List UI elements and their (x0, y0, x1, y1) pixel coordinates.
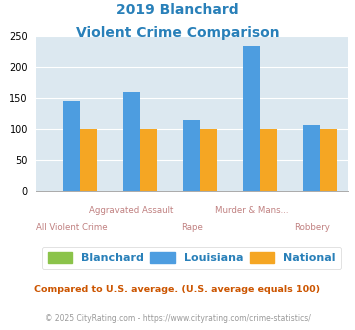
Bar (260, 129, 277, 191)
Bar (320, 129, 337, 191)
Bar (63, 101, 80, 191)
Bar (244, 46, 260, 191)
Text: Murder & Mans...: Murder & Mans... (215, 206, 289, 215)
Bar (183, 120, 200, 191)
Bar (123, 92, 140, 191)
Bar (304, 125, 320, 191)
Text: 2019 Blanchard: 2019 Blanchard (116, 3, 239, 17)
Text: All Violent Crime: All Violent Crime (36, 223, 107, 232)
Bar (80, 129, 97, 191)
Bar (140, 129, 157, 191)
Text: Aggravated Assault: Aggravated Assault (89, 206, 174, 215)
Text: Robbery: Robbery (294, 223, 330, 232)
Text: Compared to U.S. average. (U.S. average equals 100): Compared to U.S. average. (U.S. average … (34, 285, 321, 294)
Legend: Blanchard, Louisiana, National: Blanchard, Louisiana, National (42, 247, 342, 269)
Text: Violent Crime Comparison: Violent Crime Comparison (76, 26, 279, 40)
Text: © 2025 CityRating.com - https://www.cityrating.com/crime-statistics/: © 2025 CityRating.com - https://www.city… (45, 314, 310, 323)
Text: Rape: Rape (181, 223, 203, 232)
Bar (200, 129, 217, 191)
